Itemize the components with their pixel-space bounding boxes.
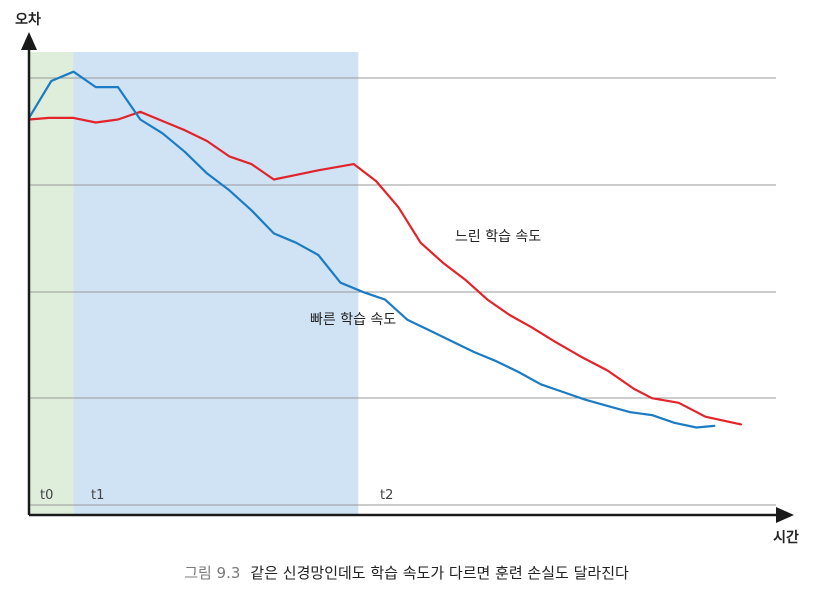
figure-caption: 그림 9.3 같은 신경망인데도 학습 속도가 다르면 훈련 손실도 달라진다 — [0, 562, 813, 583]
phase-band-t1 — [73, 52, 359, 515]
series-lines — [27, 70, 743, 429]
series-line-slow-learning-rate — [27, 110, 743, 426]
phase-label-t2: t2 — [380, 488, 393, 503]
x-axis-title: 시간 — [773, 529, 799, 546]
y-axis-title: 오차 — [15, 12, 41, 28]
phase-label-t0: t0 — [40, 488, 53, 503]
figure-number: 그림 9.3 — [184, 564, 241, 582]
x-axis-arrowhead — [776, 507, 794, 523]
error-over-time-chart: 오차 시간 t0 t1 t2 느린 학습 속도 빠른 학습 속도 — [15, 12, 799, 546]
axes — [21, 32, 794, 523]
phase-bands — [29, 52, 359, 515]
phase-label-t1: t1 — [91, 488, 104, 503]
y-axis-arrowhead — [21, 32, 37, 50]
slow-learning-rate-label: 느린 학습 속도 — [455, 229, 541, 245]
phase-band-t0 — [29, 52, 74, 515]
series-line-fast-learning-rate — [27, 70, 716, 429]
caption-text: 같은 신경망인데도 학습 속도가 다르면 훈련 손실도 달라진다 — [250, 564, 629, 582]
fast-learning-rate-label: 빠른 학습 속도 — [310, 312, 396, 328]
